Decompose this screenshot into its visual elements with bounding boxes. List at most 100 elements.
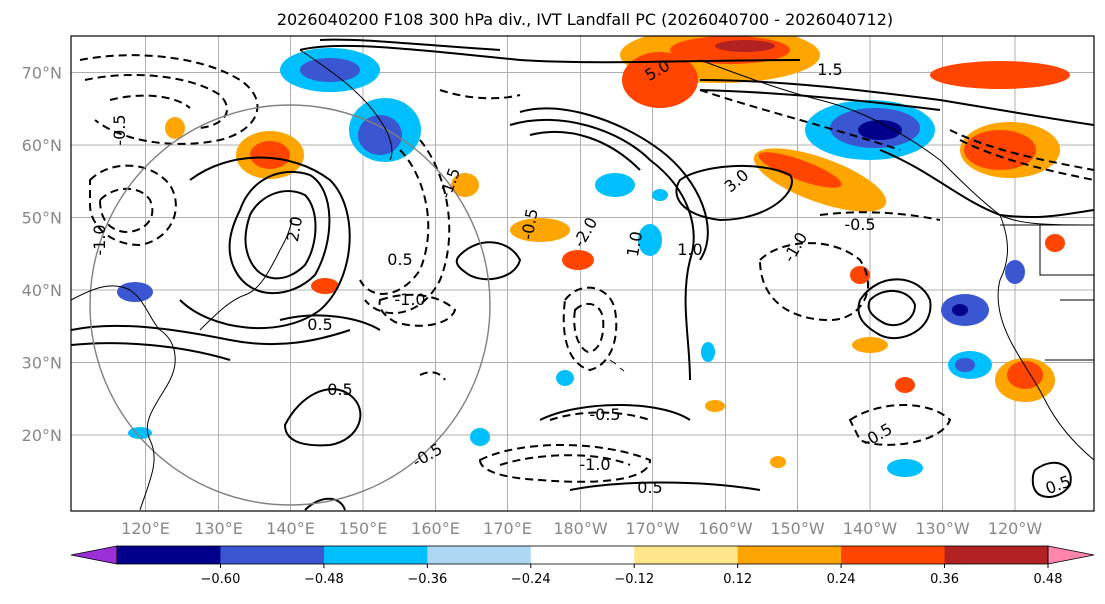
contour-line [539, 404, 691, 421]
colorbar-segment [427, 546, 532, 564]
contour-label: -0.5 [589, 405, 620, 424]
contour-line [529, 131, 641, 171]
contour-line [455, 241, 522, 281]
colorbar-segment [117, 546, 221, 564]
contour-line [84, 74, 229, 129]
contour-line [857, 278, 932, 340]
contour-line [573, 302, 605, 354]
contour-line [304, 497, 346, 511]
contour-line [699, 89, 901, 151]
shade-patch [451, 173, 479, 197]
colorbar-tick-label: 0.48 [1034, 572, 1063, 587]
contour-label: -0.5 [110, 114, 129, 145]
contour-line [519, 107, 709, 261]
colorbar: −0.60 −0.48 −0.36 −0.24 −0.12 0.12 0.24 0.36 0.4… [70, 545, 1095, 587]
contour-label: 0.5 [387, 250, 412, 269]
contour-line [89, 164, 177, 247]
shade-patch [165, 117, 185, 139]
contour-line [699, 79, 1094, 126]
shade-patch [895, 377, 915, 393]
lon-label: 160°E [411, 519, 460, 538]
longitude-labels: 120°E 130°E 140°E 150°E 160°E 170°E 180°W 170°W… [121, 519, 1042, 538]
gridlines [71, 36, 1094, 511]
contour-line [509, 118, 695, 381]
colorbar-segment [530, 546, 635, 564]
lat-label: 60°N [22, 136, 62, 155]
contour-line [299, 44, 801, 64]
colorbar-extend-high [1047, 545, 1095, 565]
contour-label: 2.0 [283, 215, 306, 243]
shade-patch [955, 358, 975, 372]
lon-label: 120°E [121, 519, 170, 538]
contour-label: 1.0 [623, 230, 646, 258]
lon-label: 160°W [698, 519, 753, 538]
lat-label: 20°N [22, 426, 62, 445]
contour-line [378, 293, 457, 327]
lat-label: 30°N [22, 354, 62, 373]
lon-label: 170°E [483, 519, 532, 538]
lat-label: 40°N [22, 281, 62, 300]
shading [117, 36, 1070, 477]
contour-line [867, 290, 917, 327]
contour-label: -1.0 [394, 290, 425, 309]
lon-label: 150°E [339, 519, 388, 538]
shade-patch [470, 428, 490, 446]
border-line [1039, 225, 1094, 276]
contour-line [283, 388, 362, 447]
contour-line [179, 156, 351, 330]
lon-label: 130°E [194, 519, 243, 538]
contour-line [439, 89, 521, 100]
lon-label: 170°W [625, 519, 680, 538]
contour-line [819, 211, 941, 221]
contour-line [244, 190, 317, 280]
landfall-circle [89, 104, 491, 506]
latitude-labels: 70°N 60°N 50°N 40°N 30°N 20°N [22, 64, 62, 446]
colorbar-segment [323, 546, 428, 564]
colorbar-segment [944, 546, 1049, 564]
contour-line [279, 314, 381, 331]
shade-patch [1045, 234, 1065, 252]
colorbar-tick-label: 0.24 [827, 572, 856, 587]
coastline-kamchatka [299, 49, 393, 161]
lat-label: 70°N [22, 64, 62, 83]
colorbar-segment [634, 546, 739, 564]
colorbar-tick-label: 0.12 [723, 572, 752, 587]
shade-patch [117, 282, 153, 302]
shade-patch [858, 120, 902, 140]
coastline-alaska [699, 59, 1094, 226]
contour-label: 0.5 [307, 315, 332, 334]
lon-label: 130°W [915, 519, 970, 538]
lon-label: 180°W [553, 519, 608, 538]
lon-label: 140°E [266, 519, 315, 538]
shade-patch [952, 304, 968, 316]
contour-line [499, 454, 631, 466]
shade-patch [311, 278, 339, 294]
shade-patch [595, 173, 635, 197]
shade-patch [705, 400, 725, 412]
contour-line [228, 170, 331, 295]
lat-label: 50°N [22, 209, 62, 228]
lon-label: 120°W [988, 519, 1043, 538]
coastline-asia [71, 285, 176, 511]
contour-label: 0.5 [637, 478, 662, 497]
shade-patch [1007, 361, 1043, 389]
colorbar-frame [116, 545, 1049, 565]
coastline-hawaii [609, 359, 625, 372]
contours-dashed [79, 54, 1094, 483]
contour-line [359, 149, 430, 295]
lon-label: 150°W [770, 519, 825, 538]
contour-label: -0.5 [844, 215, 875, 234]
lon-label: 140°W [843, 519, 898, 538]
coastline-na-west [997, 214, 1094, 461]
shade-patch [770, 456, 786, 468]
shade-patch [622, 52, 698, 108]
contour-line [109, 94, 191, 109]
chart-title: 2026040200 F108 300 hPa div., IVT Landfa… [277, 10, 893, 29]
contour-label: 1.0 [677, 240, 702, 259]
coastline-japan [199, 219, 293, 331]
shade-patch [852, 337, 888, 353]
shade-patch [556, 370, 574, 386]
contour-line [959, 139, 1094, 181]
coastlines [71, 49, 1094, 511]
